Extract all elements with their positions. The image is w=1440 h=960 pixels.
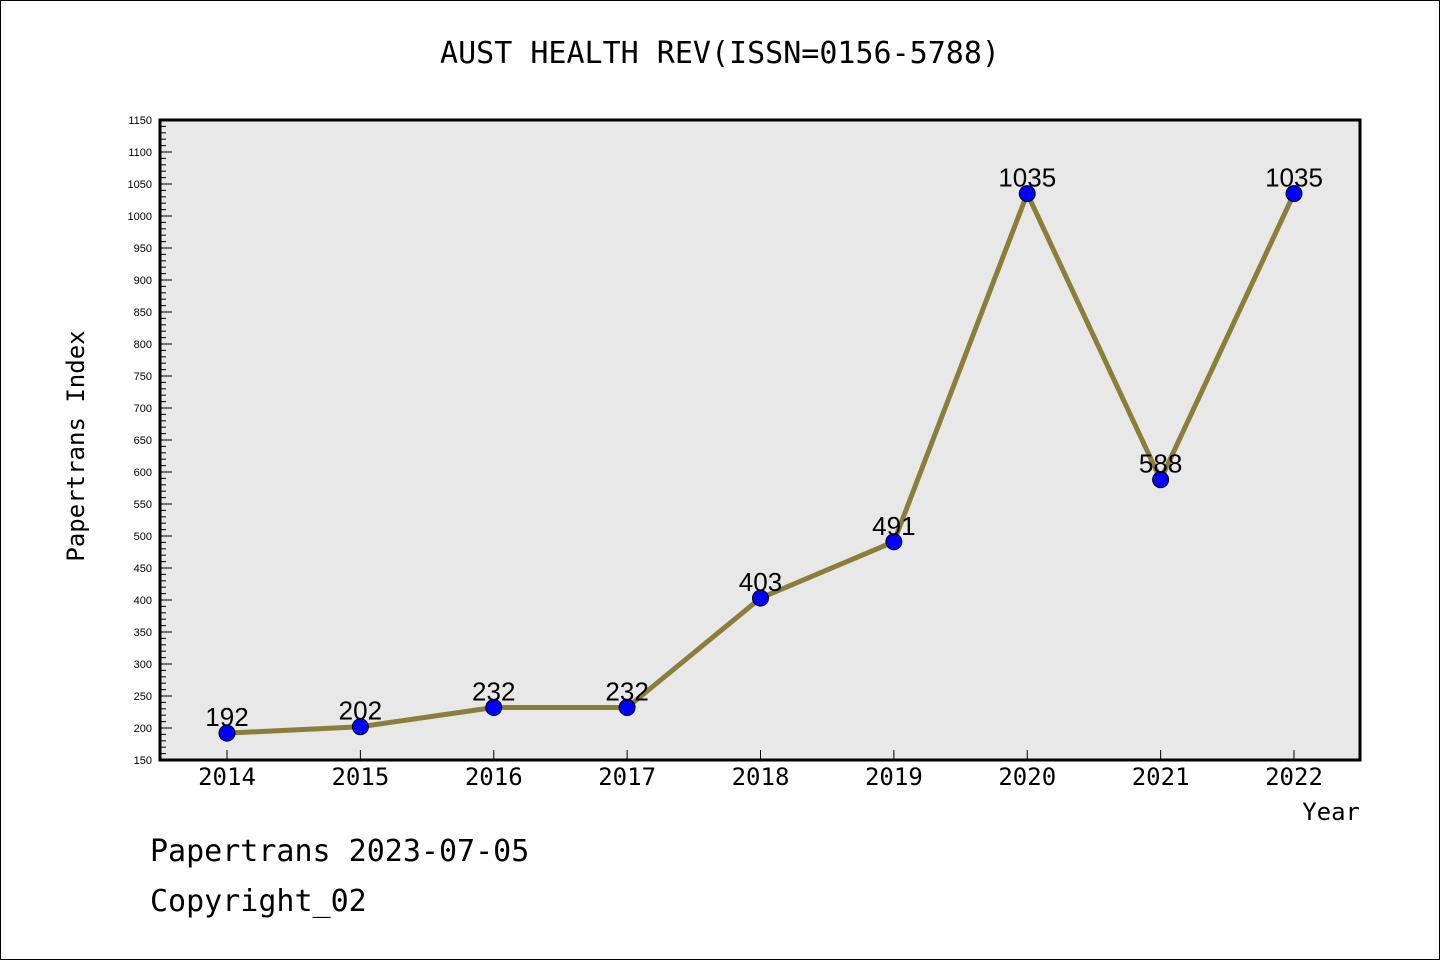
data-point xyxy=(1018,185,1036,203)
footer-copyright: Copyright_02 xyxy=(150,884,367,919)
y-tick-label: 200 xyxy=(134,723,152,735)
data-point xyxy=(752,589,769,607)
series-group: 192 202 232 232 403 491 1035 588 1035 xyxy=(205,163,1323,742)
x-tick-label: 2015 xyxy=(331,763,389,791)
data-label: 232 xyxy=(472,677,515,707)
plot-area xyxy=(158,118,1362,762)
data-point xyxy=(618,699,636,717)
data-label: 1035 xyxy=(1265,163,1323,193)
y-tick-label: 700 xyxy=(134,403,152,415)
y-tick-label: 650 xyxy=(134,435,152,447)
y-tick-label: 600 xyxy=(134,467,152,479)
y-axis: 150 200 250 300 350 400 450 500 550 600 650 700 750 8… xyxy=(128,115,172,767)
x-tick-label: 2018 xyxy=(732,763,790,791)
data-label: 403 xyxy=(739,567,782,597)
x-tick-label: 2021 xyxy=(1132,763,1190,791)
data-label: 1035 xyxy=(998,163,1056,193)
x-tick-label: 2014 xyxy=(198,763,256,791)
chart-title: AUST HEALTH REV(ISSN=0156-5788) xyxy=(440,36,1000,71)
data-label: 232 xyxy=(605,677,648,707)
footer-date: Papertrans 2023-07-05 xyxy=(150,834,530,869)
y-tick-label: 950 xyxy=(134,243,152,255)
y-tick-label: 150 xyxy=(134,755,152,767)
x-tick-label: 2019 xyxy=(865,763,923,791)
data-label: 491 xyxy=(872,511,915,541)
data-label: 192 xyxy=(205,702,248,732)
data-point xyxy=(218,724,236,742)
y-tick-label: 850 xyxy=(134,307,152,319)
data-label: 588 xyxy=(1139,449,1182,479)
x-axis: 2014 2015 2016 2017 2018 2019 2020 2021 2022 xyxy=(198,750,1323,791)
x-tick-label: 2017 xyxy=(598,763,656,791)
x-axis-label: Year xyxy=(1302,798,1360,826)
y-tick-label: 550 xyxy=(134,499,152,511)
y-tick-label: 800 xyxy=(134,339,152,351)
data-point xyxy=(1285,185,1303,203)
y-tick-label: 300 xyxy=(134,659,152,671)
x-tick-label: 2022 xyxy=(1265,763,1323,791)
y-tick-label: 1100 xyxy=(128,147,152,159)
y-tick-label: 400 xyxy=(134,595,152,607)
y-tick-label: 750 xyxy=(134,371,152,383)
data-point xyxy=(351,718,369,736)
y-tick-label: 1150 xyxy=(128,115,152,127)
data-point xyxy=(485,699,503,717)
y-tick-label: 350 xyxy=(134,627,152,639)
y-tick-label: 900 xyxy=(134,275,152,287)
y-tick-label: 1000 xyxy=(128,211,152,223)
y-tick-label: 450 xyxy=(134,563,152,575)
y-tick-label: 500 xyxy=(134,531,152,543)
data-point xyxy=(1152,471,1170,489)
x-tick-label: 2020 xyxy=(998,763,1056,791)
y-axis-label: Papertrans Index xyxy=(62,330,90,561)
y-tick-label: 250 xyxy=(134,691,152,703)
data-label: 202 xyxy=(339,696,382,726)
data-point xyxy=(885,533,903,551)
y-tick-label: 1050 xyxy=(128,179,152,191)
x-tick-label: 2016 xyxy=(465,763,523,791)
